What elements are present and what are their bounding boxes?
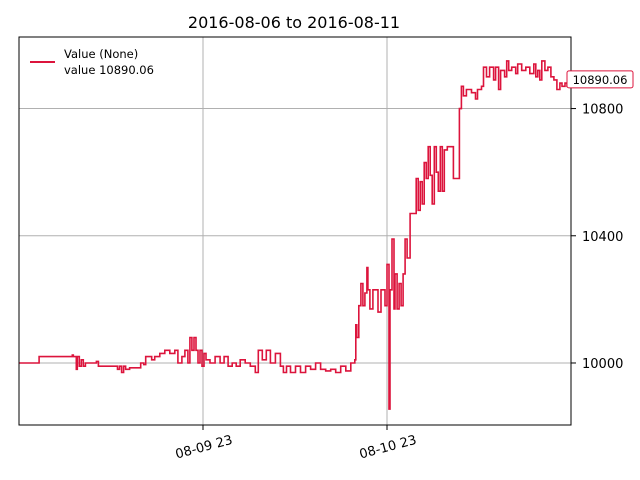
plot-frame [18,36,572,426]
x-tick-label: 08-10 23 [358,433,418,463]
y-tick-label: 10000 [582,357,623,372]
y-tick-label: 10800 [582,103,623,118]
y-tick-label: 10400 [582,230,623,245]
plot-area [19,37,571,425]
y-axis: 10000 10400 10800 [571,103,623,372]
series-line [19,60,572,410]
last-value-label: 10890.06 [573,73,628,87]
legend-entry-last-value: value 10890.06 [64,63,154,77]
legend: Value (None) value 10890.06 [30,47,154,77]
series-layer [19,60,572,410]
legend-entry-series: Value (None) [64,47,138,61]
last-value-marker: 10890.06 [566,70,634,89]
last-value-box [566,70,634,89]
x-axis: 08-09 23 08-10 23 [174,425,418,462]
grid-lines [19,37,571,425]
chart-title: 2016-08-06 to 2016-08-11 [188,13,400,32]
x-tick-label: 08-09 23 [174,433,234,463]
